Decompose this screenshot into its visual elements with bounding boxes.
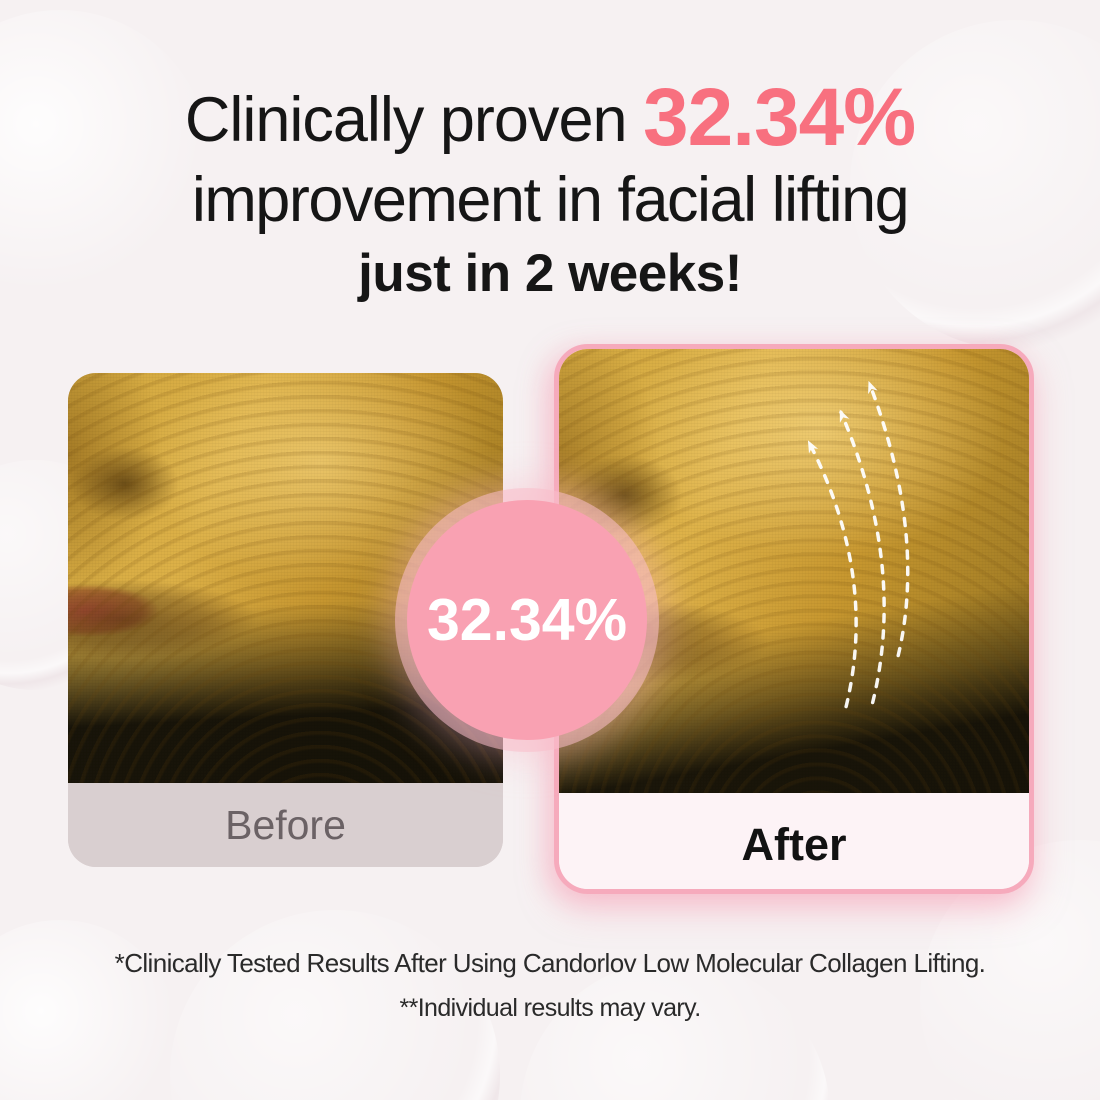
- after-card: After: [554, 344, 1034, 894]
- after-label: After: [559, 801, 1029, 889]
- before-label-text: Before: [225, 801, 346, 848]
- headline: Clinically proven 32.34% improvement in …: [0, 76, 1100, 310]
- headline-line1-prefix: Clinically proven: [184, 85, 644, 155]
- stat-badge: 32.34%: [407, 500, 647, 740]
- footnote-disclaimer: **Individual results may vary.: [399, 994, 701, 1022]
- headline-line3: just in 2 weeks!: [358, 244, 742, 303]
- after-photo: [559, 349, 1029, 793]
- headline-line2: improvement in facial lifting: [191, 165, 910, 235]
- headline-stat: 32.34%: [643, 72, 916, 163]
- lift-arrows-icon: [807, 380, 910, 709]
- after-label-text: After: [741, 819, 847, 870]
- after-skin-texture: [559, 349, 1029, 793]
- after-skin-image: [559, 349, 1029, 793]
- stat-badge-text: 32.34%: [426, 587, 628, 653]
- footnote-clinical: *Clinically Tested Results After Using C…: [114, 948, 986, 978]
- before-label: Before: [68, 783, 503, 867]
- headline-line1: Clinically proven 32.34%: [0, 76, 1100, 162]
- footnotes: *Clinically Tested Results After Using C…: [0, 940, 1100, 1030]
- after-skin-texture-fine: [559, 349, 1029, 793]
- before-card: Before: [68, 373, 503, 867]
